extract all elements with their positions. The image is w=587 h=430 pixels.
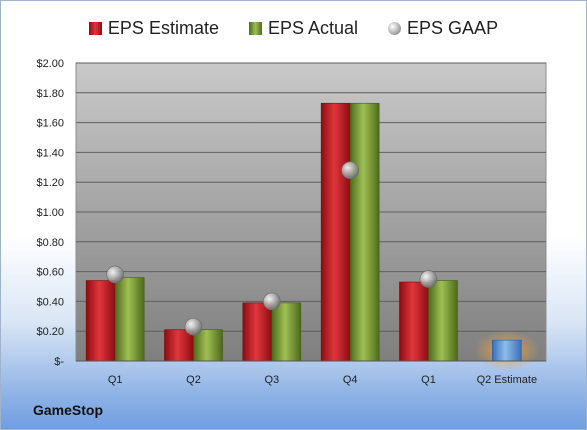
marker-eps-gaap [184,317,203,336]
x-tick-label: Q1 [108,374,123,386]
x-axis: Q1 Q2 Q3 Q4 Q1 Q2 Estimate [76,360,546,386]
legend-swatch-estimate [88,22,102,35]
bar-eps-actual [428,280,458,362]
y-tick-label: $0.60 [36,267,64,279]
bar-eps-estimate [242,302,273,362]
legend-item-actual: EPS Actual [248,18,359,39]
bar-eps-estimate [320,102,351,362]
x-tick-label: Q2 Estimate [477,374,538,386]
x-tick-label: Q1 [421,374,436,386]
bar-eps-actual [349,102,380,362]
x-tick-label: Q3 [264,374,279,386]
bar-q2-estimate [492,339,522,362]
y-tick-label: $- [54,356,64,368]
legend: EPS Estimate EPS Actual EPS GAAP [1,18,586,39]
y-tick-label: $0.20 [36,326,64,338]
legend-item-gaap: EPS GAAP [388,18,498,39]
legend-label-gaap: EPS GAAP [407,18,499,38]
company-name: GameStop [33,402,104,418]
gaap-markers [106,161,438,336]
bar-eps-estimate [399,281,429,362]
gridlines [76,62,546,332]
legend-label-actual: EPS Actual [267,18,359,38]
bars [85,102,540,371]
marker-eps-gaap [106,265,124,284]
marker-eps-gaap [263,292,281,311]
bar-eps-actual [193,329,223,362]
y-axis: $- $0.20 $0.40 $0.60 $0.80 $1.00 $1.20 $1.40 $1.… [36,58,64,368]
y-tick-label: $1.60 [36,118,64,130]
y-tick-label: $2.00 [36,58,64,70]
legend-swatch-actual [248,22,262,35]
bar-eps-estimate [85,280,116,362]
y-tick-label: $1.20 [36,177,64,189]
bar-eps-actual [114,277,145,362]
legend-item-estimate: EPS Estimate [88,18,219,39]
y-tick-label: $1.80 [36,88,64,100]
x-tick-label: Q4 [343,374,358,386]
legend-label-estimate: EPS Estimate [107,18,219,38]
legend-swatch-gaap [388,22,402,35]
marker-eps-gaap [419,270,438,288]
marker-eps-gaap [341,161,359,180]
bar-eps-actual [271,302,302,362]
bar-eps-estimate [164,329,194,362]
y-tick-label: $0.80 [36,237,64,249]
y-tick-label: $1.40 [36,147,64,159]
y-tick-label: $0.40 [36,296,64,308]
y-tick-label: $1.00 [36,207,64,219]
x-tick-label: Q2 [186,374,201,386]
